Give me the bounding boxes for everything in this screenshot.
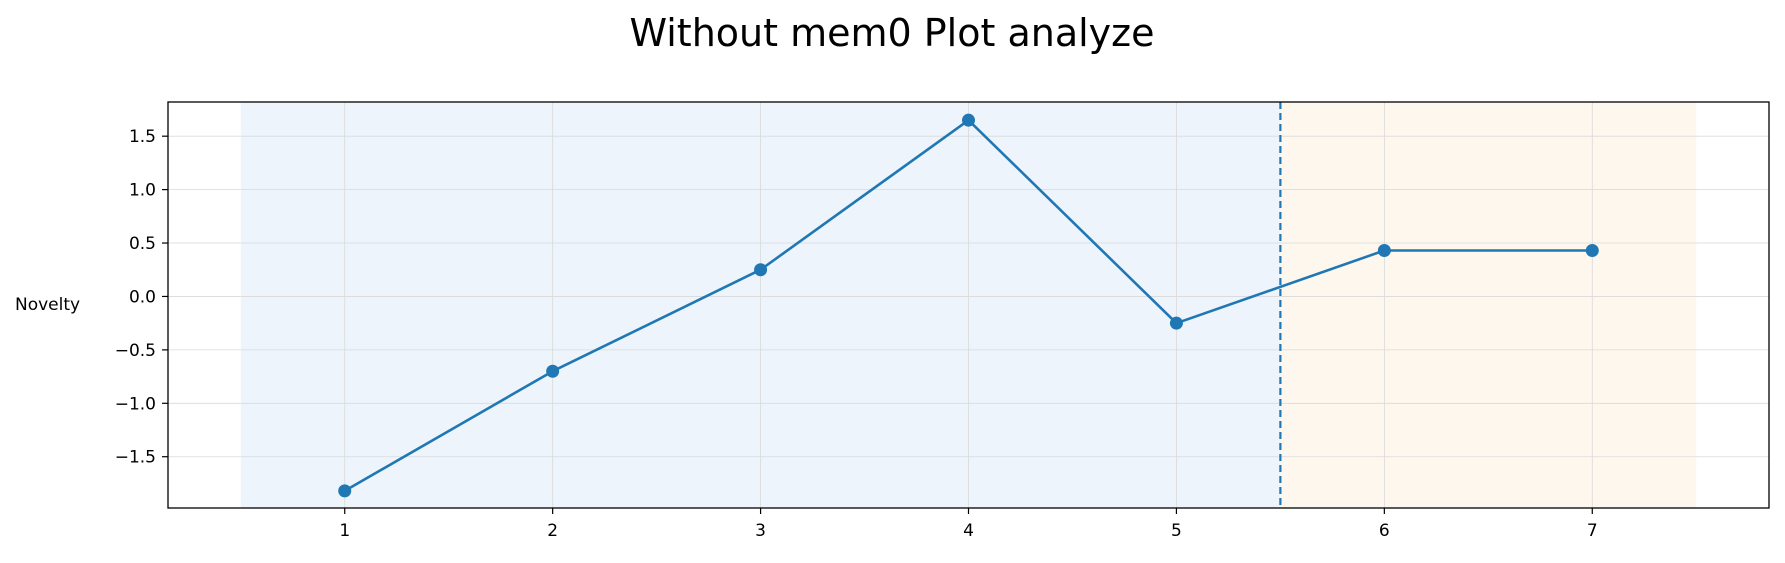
grid-lines <box>168 102 1769 508</box>
data-point <box>338 484 352 498</box>
x-tick-label: 4 <box>963 521 974 541</box>
y-tick-label: −1.0 <box>115 394 156 414</box>
x-axis-ticks: 1 2 3 4 5 6 7 <box>339 508 1598 541</box>
chart-title: Without mem0 Plot analyze <box>630 11 1155 55</box>
x-tick-label: 1 <box>339 521 350 541</box>
y-tick-label: 0.0 <box>129 287 156 307</box>
y-axis-label: Novelty <box>15 295 80 315</box>
data-point <box>1169 316 1183 330</box>
data-point <box>754 263 768 277</box>
data-point <box>962 113 975 127</box>
y-tick-label: 0.5 <box>129 234 156 254</box>
y-tick-label: 1.5 <box>129 127 156 147</box>
shaded-region-2 <box>1280 102 1697 508</box>
data-point <box>1585 244 1599 258</box>
x-tick-label: 7 <box>1587 521 1598 541</box>
x-tick-label: 3 <box>755 521 766 541</box>
y-tick-label: −1.5 <box>115 448 156 468</box>
x-tick-label: 5 <box>1171 521 1182 541</box>
x-tick-label: 6 <box>1379 521 1390 541</box>
y-tick-label: −0.5 <box>115 341 156 361</box>
y-tick-label: 1.0 <box>129 181 156 201</box>
y-axis-ticks: 1.5 1.0 0.5 0.0 −0.5 −1.0 −1.5 <box>115 127 168 468</box>
x-tick-label: 2 <box>547 521 558 541</box>
series-novelty <box>338 113 1599 498</box>
data-point <box>546 364 560 378</box>
data-point <box>1377 244 1391 258</box>
